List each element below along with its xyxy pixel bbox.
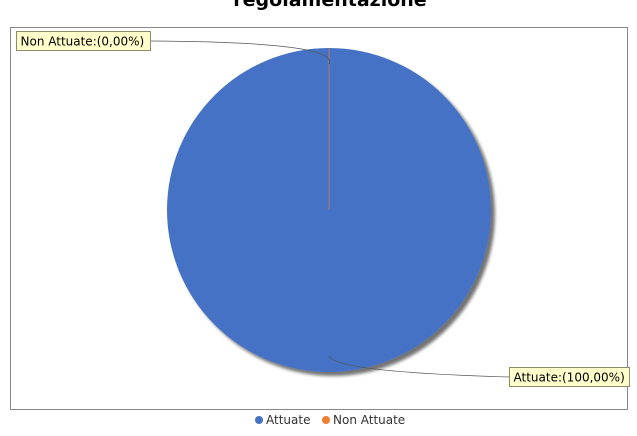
chart-legend: Attuate Non Attuate (255, 413, 405, 427)
leader-line (328, 355, 510, 378)
slice-labels: Attuate:(100,00%) Non Attuate:(0,00%) (16, 31, 630, 387)
slice-label: Attuate:(100,00%) (514, 371, 625, 385)
slice-label-box (16, 31, 151, 51)
legend-swatch (255, 416, 263, 424)
legend-swatch (322, 416, 330, 424)
slice-label-box (509, 367, 630, 387)
chart-title: regolamentazione (233, 0, 426, 11)
legend-item: Attuate (266, 413, 310, 427)
legend-item: Non Attuate (333, 413, 405, 427)
pie-slices (167, 48, 491, 372)
slice-label: Non Attuate:(0,00%) (21, 35, 145, 49)
leader-line (150, 40, 330, 65)
